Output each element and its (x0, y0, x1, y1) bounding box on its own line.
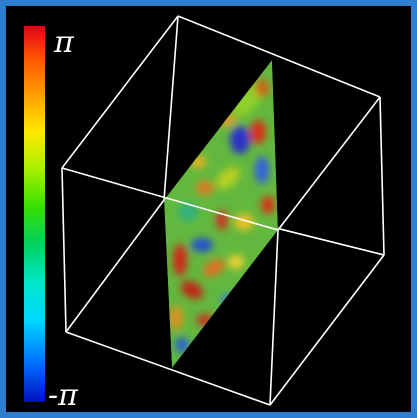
render-viewport[interactable]: π -π (6, 6, 411, 412)
colorbar-max-label: π (54, 25, 74, 60)
bounding-box-front-edges (61, 15, 385, 406)
scene-3d (61, 15, 385, 406)
colorbar-min-label: -π (48, 378, 78, 412)
phase-colorbar (24, 26, 45, 402)
